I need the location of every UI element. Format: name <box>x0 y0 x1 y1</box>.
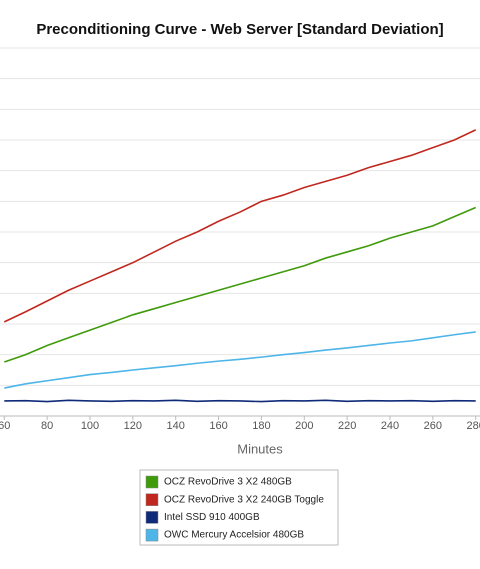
x-tick-label: 60 <box>0 420 10 432</box>
series-line <box>4 206 477 363</box>
x-tick-label: 220 <box>338 420 356 432</box>
legend-box <box>139 469 339 546</box>
x-tick-label: 160 <box>209 420 227 432</box>
legend-swatch <box>145 493 159 506</box>
x-tick-label: 120 <box>124 420 142 432</box>
series-line <box>3 129 477 323</box>
legend-swatch <box>145 511 159 524</box>
x-tick-label: 240 <box>381 420 399 432</box>
x-tick-label: 100 <box>81 420 99 432</box>
legend-swatch <box>145 528 159 542</box>
series-line <box>4 399 476 403</box>
series-line <box>4 331 476 389</box>
x-tick-label: 200 <box>295 420 313 432</box>
x-tick-label: 80 <box>41 420 53 432</box>
legend-label: OCZ RevoDrive 3 X2 480GB <box>164 477 292 488</box>
legend-label: OCZ RevoDrive 3 X2 240GB Toggle <box>164 494 324 505</box>
x-tick-label: 180 <box>252 420 270 432</box>
chart-title: Preconditioning Curve - Web Server [Stan… <box>36 21 443 38</box>
x-tick-label: 280 <box>467 420 480 432</box>
legend-swatch <box>145 475 159 489</box>
x-tick-label: 260 <box>424 420 442 432</box>
x-axis-title: Minutes <box>237 441 283 456</box>
legend-label: OWC Mercury Accelsior 480GB <box>164 530 304 541</box>
legend-label: Intel SSD 910 400GB <box>164 512 260 523</box>
x-tick-label: 140 <box>167 420 185 432</box>
